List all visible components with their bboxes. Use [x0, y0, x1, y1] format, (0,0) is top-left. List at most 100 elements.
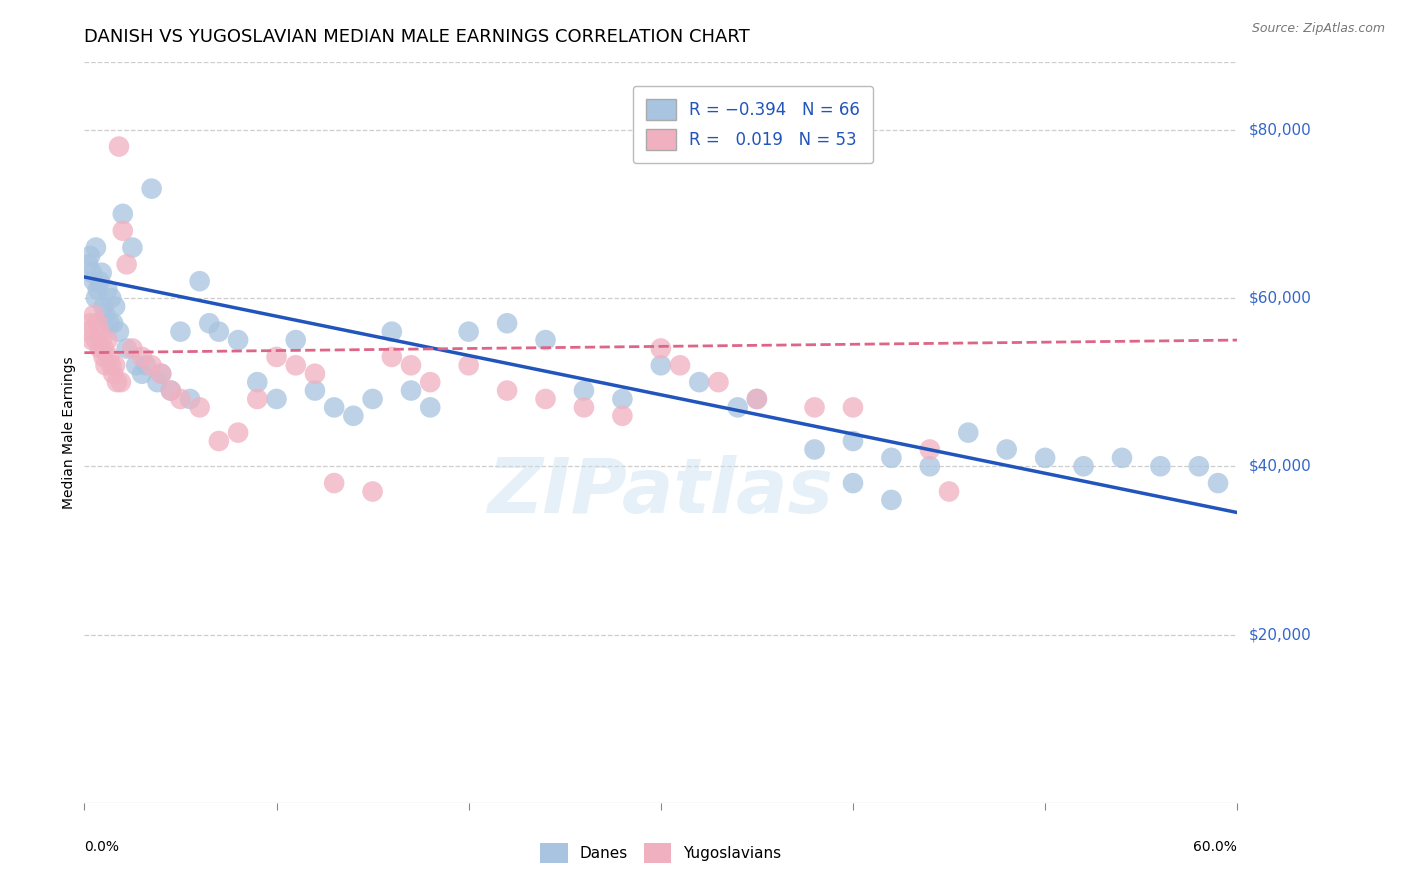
Point: [108, 325, 131, 339]
Point: [381, 325, 404, 339]
Point: [131, 367, 153, 381]
Point: [98, 350, 121, 364]
Point: [89, 274, 111, 288]
Point: [87, 316, 110, 330]
Point: [496, 316, 519, 330]
Point: [141, 359, 163, 373]
Point: [84, 240, 107, 255]
Point: [80, 266, 103, 280]
Point: [121, 342, 143, 356]
Point: [284, 333, 307, 347]
Point: [77, 257, 100, 271]
Point: [188, 401, 211, 415]
Point: [108, 139, 131, 153]
Point: [650, 342, 672, 356]
Point: [688, 375, 710, 389]
Point: [160, 384, 183, 398]
Point: [496, 384, 519, 398]
Point: [208, 434, 231, 448]
Text: 0.0%: 0.0%: [84, 840, 120, 854]
Y-axis label: Median Male Earnings: Median Male Earnings: [62, 356, 76, 509]
Point: [83, 308, 105, 322]
Point: [104, 300, 127, 314]
Point: [284, 359, 307, 373]
Point: [745, 392, 768, 406]
Point: [572, 401, 595, 415]
Point: [98, 316, 121, 330]
Point: [105, 375, 128, 389]
Point: [226, 333, 249, 347]
Point: [361, 484, 384, 499]
Text: ZIPatlas: ZIPatlas: [488, 455, 834, 529]
Point: [93, 300, 115, 314]
Text: $20,000: $20,000: [1249, 627, 1312, 642]
Point: [745, 392, 768, 406]
Point: [342, 409, 364, 423]
Point: [707, 375, 730, 389]
Point: [94, 308, 117, 322]
Point: [399, 384, 422, 398]
Point: [534, 333, 557, 347]
Point: [669, 359, 692, 373]
Point: [842, 401, 865, 415]
Point: [103, 367, 124, 381]
Point: [1206, 476, 1229, 491]
Point: [90, 266, 112, 280]
Point: [89, 325, 111, 339]
Point: [160, 384, 183, 398]
Point: [457, 325, 479, 339]
Text: $60,000: $60,000: [1249, 291, 1312, 305]
Point: [77, 325, 100, 339]
Point: [381, 350, 404, 364]
Point: [111, 207, 134, 221]
Point: [938, 484, 960, 499]
Point: [150, 367, 173, 381]
Point: [198, 316, 221, 330]
Point: [304, 384, 326, 398]
Point: [115, 257, 138, 271]
Point: [727, 401, 749, 415]
Point: [103, 316, 124, 330]
Point: [80, 333, 103, 347]
Point: [612, 392, 634, 406]
Point: [94, 359, 117, 373]
Point: [131, 350, 153, 364]
Point: [246, 392, 269, 406]
Point: [880, 450, 903, 465]
Point: [842, 434, 865, 448]
Point: [188, 274, 211, 288]
Point: [100, 291, 122, 305]
Text: DANISH VS YUGOSLAVIAN MEDIAN MALE EARNINGS CORRELATION CHART: DANISH VS YUGOSLAVIAN MEDIAN MALE EARNIN…: [84, 28, 751, 45]
Point: [111, 224, 134, 238]
Point: [110, 375, 132, 389]
Point: [419, 375, 441, 389]
Point: [266, 392, 288, 406]
Point: [84, 333, 107, 347]
Point: [361, 392, 384, 406]
Point: [323, 401, 346, 415]
Point: [79, 316, 101, 330]
Point: [150, 367, 173, 381]
Point: [1111, 450, 1133, 465]
Point: [100, 359, 122, 373]
Point: [803, 442, 825, 457]
Point: [169, 325, 191, 339]
Point: [918, 459, 941, 474]
Point: [995, 442, 1018, 457]
Text: Source: ZipAtlas.com: Source: ZipAtlas.com: [1251, 22, 1385, 36]
Point: [146, 375, 169, 389]
Point: [96, 333, 118, 347]
Point: [226, 425, 249, 440]
Point: [304, 367, 326, 381]
Point: [87, 283, 110, 297]
Point: [90, 333, 112, 347]
Point: [457, 359, 479, 373]
Point: [957, 425, 980, 440]
Point: [79, 249, 101, 263]
Point: [399, 359, 422, 373]
Point: [1073, 459, 1095, 474]
Point: [104, 359, 127, 373]
Point: [419, 401, 441, 415]
Point: [84, 291, 107, 305]
Point: [572, 384, 595, 398]
